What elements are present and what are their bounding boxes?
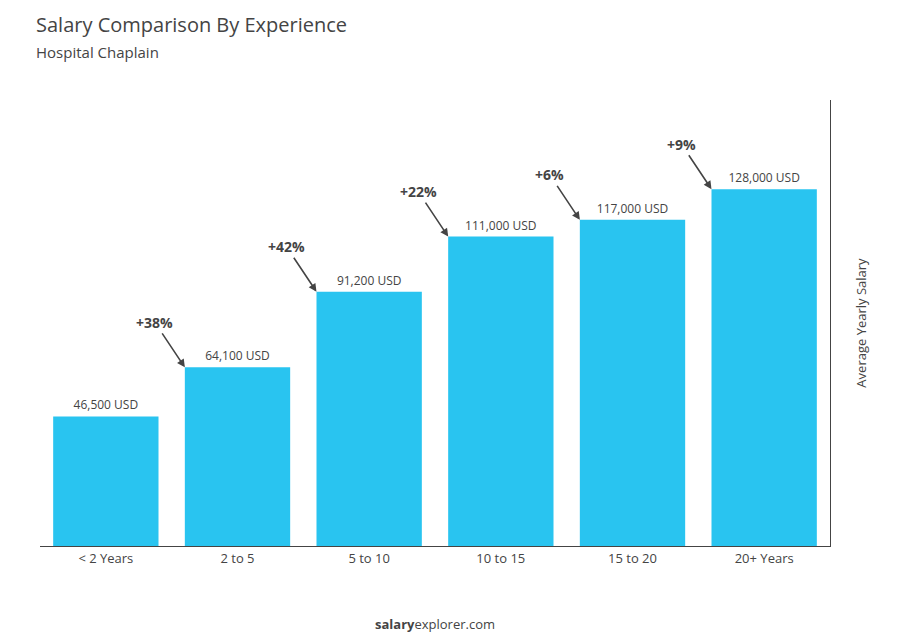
svg-text:10 to 15: 10 to 15 xyxy=(476,549,525,567)
svg-text:+9%: +9% xyxy=(667,135,696,154)
svg-text:+38%: +38% xyxy=(136,313,173,332)
svg-text:117,000 USD: 117,000 USD xyxy=(597,200,668,217)
svg-text:< 2 Years: < 2 Years xyxy=(78,549,133,567)
svg-text:+42%: +42% xyxy=(268,237,305,256)
svg-text:+22%: +22% xyxy=(400,182,437,201)
svg-text:111,000 USD: 111,000 USD xyxy=(465,217,536,234)
svg-text:64,100 USD: 64,100 USD xyxy=(205,347,270,364)
svg-text:+6%: +6% xyxy=(535,165,564,184)
svg-text:5 to 10: 5 to 10 xyxy=(348,549,390,567)
svg-text:Average Yearly Salary: Average Yearly Salary xyxy=(852,258,870,388)
svg-text:128,000 USD: 128,000 USD xyxy=(728,169,799,186)
svg-text:15 to 20: 15 to 20 xyxy=(608,549,657,567)
svg-text:salaryexplorer.com: salaryexplorer.com xyxy=(375,615,495,633)
svg-text:Salary Comparison By Experienc: Salary Comparison By ExperienceHospital … xyxy=(36,11,347,62)
svg-text:20+ Years: 20+ Years xyxy=(735,549,794,567)
svg-text:46,500 USD: 46,500 USD xyxy=(74,396,139,413)
svg-text:91,200 USD: 91,200 USD xyxy=(337,272,402,289)
svg-text:2 to 5: 2 to 5 xyxy=(220,549,254,567)
